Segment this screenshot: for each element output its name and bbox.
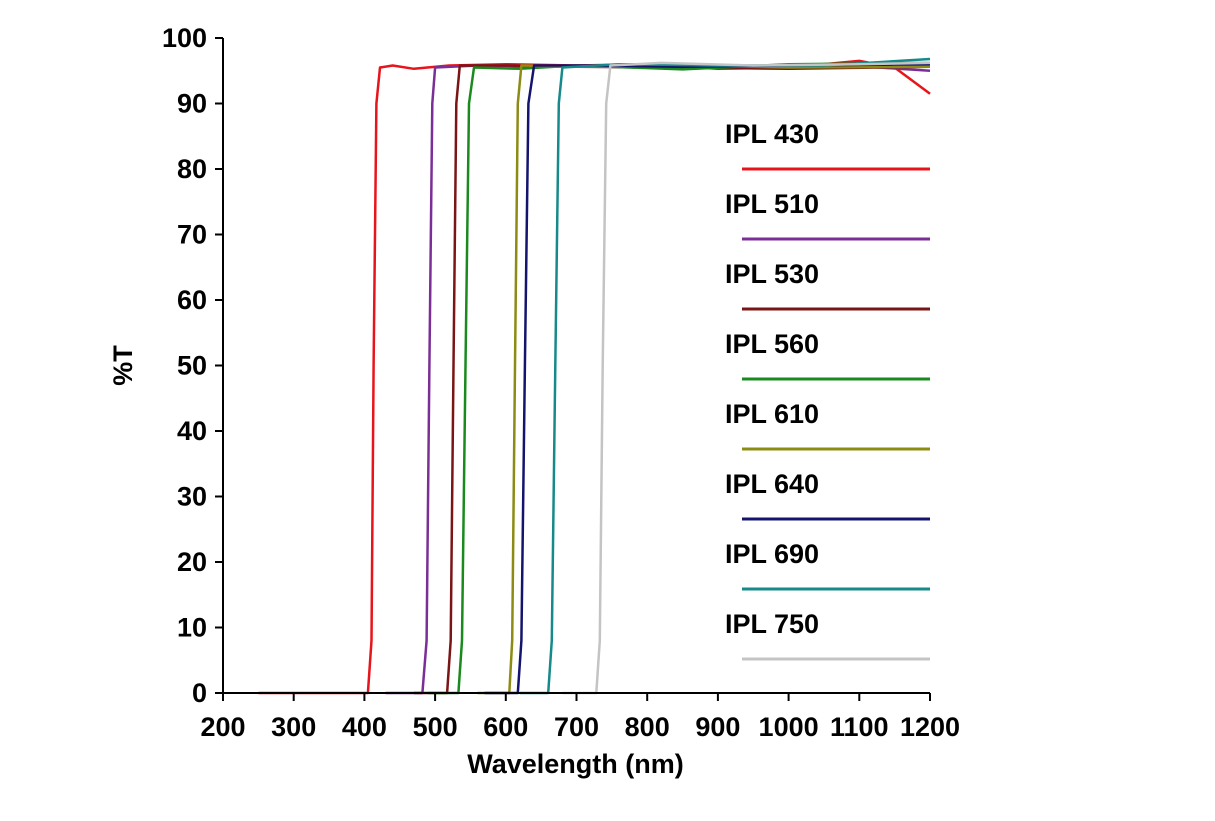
x-tick-label: 200 [200, 712, 245, 742]
x-tick-label: 400 [342, 712, 387, 742]
legend-label: IPL 640 [725, 469, 819, 499]
legend-label: IPL 530 [725, 259, 819, 289]
y-axis-title: %T [108, 345, 138, 386]
series-line-ipl-750 [562, 61, 931, 695]
series-layer [258, 57, 931, 695]
y-tick-label: 0 [192, 678, 207, 708]
legend-label: IPL 430 [725, 119, 819, 149]
y-tick-label: 80 [177, 154, 207, 184]
axes-layer: Wavelength (nm) %T 0 10 20 30 40 50 60 70 80 90 10… [108, 23, 960, 779]
y-tick-label: 10 [177, 613, 207, 643]
y-tick-label: 20 [177, 547, 207, 577]
y-tick-label: 40 [177, 416, 207, 446]
x-tick-label: 1000 [759, 712, 819, 742]
y-tick-label: 90 [177, 89, 207, 119]
y-tick-label: 30 [177, 482, 207, 512]
x-tick-label: 1100 [830, 712, 889, 742]
x-tick-label: 700 [554, 712, 599, 742]
x-axis-title: Wavelength (nm) [467, 749, 684, 779]
x-tick-label: 900 [695, 712, 740, 742]
series-line-ipl-690 [519, 57, 931, 695]
legend-label: IPL 690 [725, 539, 819, 569]
series-line-ipl-560 [428, 61, 931, 695]
x-tick-label: 800 [625, 712, 670, 742]
y-tick-label: 60 [177, 285, 207, 315]
legend-label: IPL 510 [725, 189, 819, 219]
x-tick-label: 500 [413, 712, 458, 742]
x-tick-label: 300 [271, 712, 316, 742]
legend-label: IPL 610 [725, 399, 819, 429]
y-tick-label: 100 [162, 23, 207, 53]
y-tick-label: 70 [177, 220, 207, 250]
y-tick-label: 50 [177, 351, 207, 381]
x-tick-label: 600 [483, 712, 528, 742]
legend: IPL 430 IPL 510 IPL 530 IPL 560 IPL 610 IPL 6… [725, 119, 930, 661]
legend-label: IPL 750 [725, 609, 819, 639]
legend-label: IPL 560 [725, 329, 819, 359]
series-line-ipl-430 [258, 59, 931, 695]
x-tick-label: 1200 [900, 712, 960, 742]
